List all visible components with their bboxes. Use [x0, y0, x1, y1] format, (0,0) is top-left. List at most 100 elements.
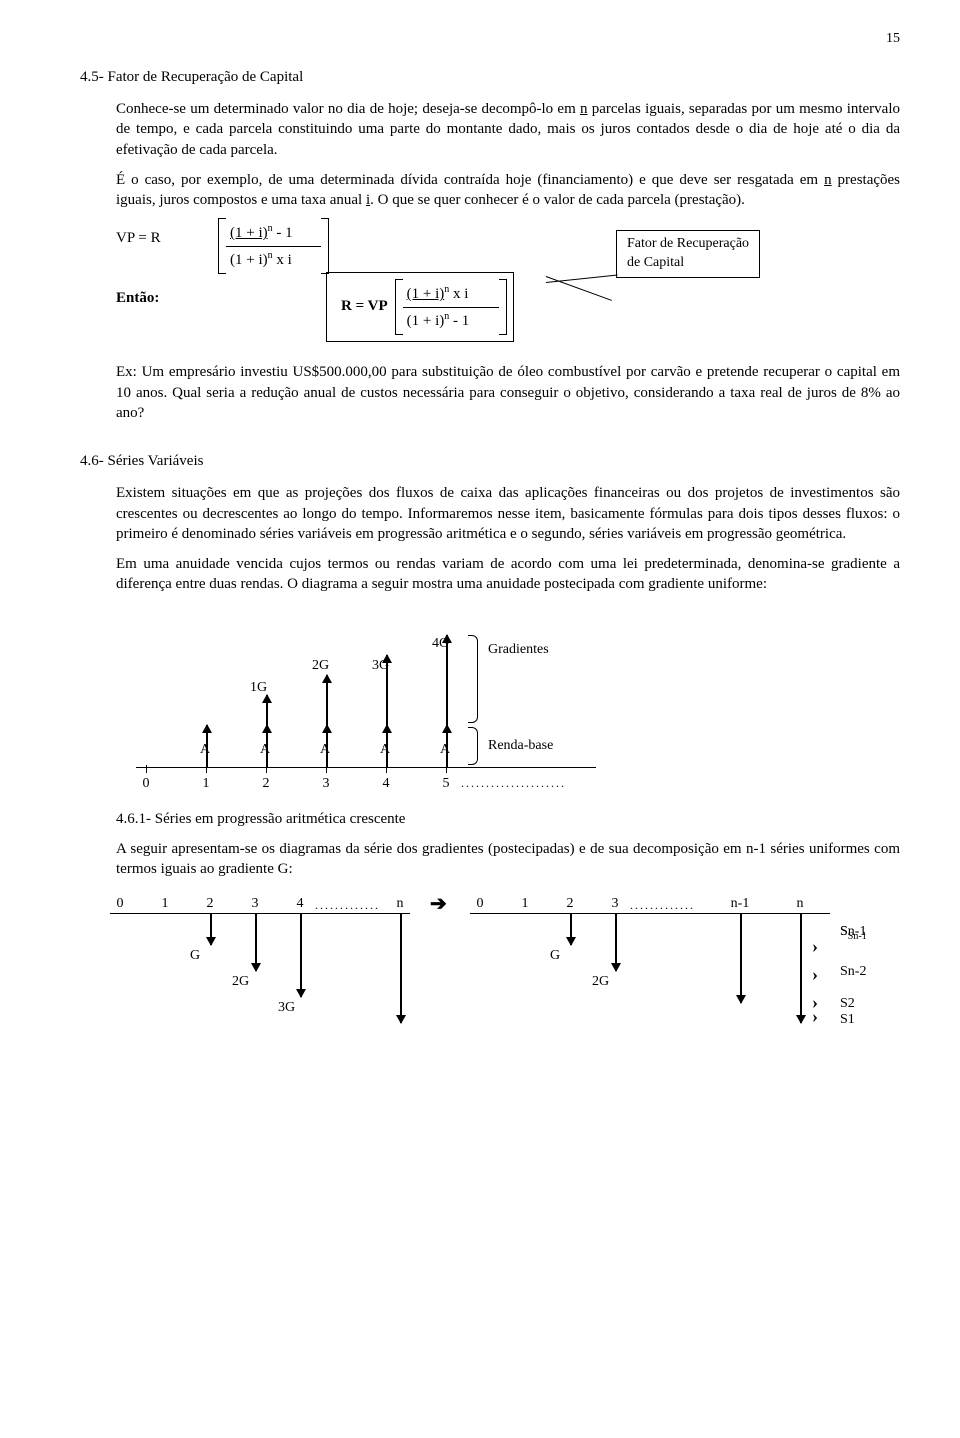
arrow-down-icon	[210, 913, 212, 945]
t: (1 + i)	[407, 313, 445, 329]
g-label: 2G	[312, 657, 329, 676]
sec46-para1: Existem situações em que as projeções do…	[116, 483, 900, 544]
g-label: G	[190, 947, 200, 966]
t: x i	[273, 252, 292, 268]
t: Então:	[116, 290, 159, 306]
arrow-down-icon	[570, 913, 572, 945]
a-label: A	[380, 741, 390, 760]
caption-box: Fator de Recuperação de Capital	[616, 230, 760, 278]
frac1-den: (1 + i)n x i	[226, 247, 321, 270]
tick-label: 2	[207, 895, 214, 914]
s-label: S1	[840, 1011, 855, 1030]
tick-label: 3	[323, 775, 330, 794]
gradientes-label: Gradientes	[488, 641, 549, 660]
sec46-para2: Em uma anuidade vencida cujos termos ou …	[116, 554, 900, 595]
t: (1 + i)	[407, 286, 445, 302]
tick-label: n	[397, 895, 404, 914]
timeline-axis	[136, 767, 596, 768]
arrow-down-icon	[300, 913, 302, 997]
formula-block: VP = R (1 + i)n - 1 (1 + i)n x i Então: …	[116, 224, 900, 344]
g-label: 1G	[250, 679, 267, 698]
t: - 1	[273, 225, 293, 241]
brace-icon	[468, 635, 478, 723]
chevron-icon: ›	[812, 941, 818, 951]
tick-label: n-1	[731, 895, 750, 914]
a-label: A	[440, 741, 450, 760]
t: Conhece-se um determinado valor no dia d…	[116, 101, 580, 117]
renda-base-label: Renda-base	[488, 737, 553, 756]
tick-label: 2	[263, 775, 270, 794]
section-46-heading: 4.6- Séries Variáveis	[80, 451, 900, 471]
tick-label: 1	[522, 895, 529, 914]
vp-eq-r: VP = R	[116, 228, 161, 248]
gradient-diagram: 0 1 2 3 4 5 ..................... A A A …	[116, 605, 596, 805]
bracket-right-icon	[321, 218, 329, 274]
tick-label: 4	[297, 895, 304, 914]
tick-label: 5	[443, 775, 450, 794]
arrow-down-icon	[615, 913, 617, 971]
a-label: A	[320, 741, 330, 760]
chevron-icon: ›	[812, 1011, 818, 1021]
a-label: A	[200, 741, 210, 760]
brace-icon	[468, 727, 478, 765]
arrow-down-icon	[400, 913, 402, 1023]
fraction-2: (1 + i)n x i (1 + i)n - 1	[403, 283, 499, 331]
bracket-left-icon	[218, 218, 226, 274]
t: (1 + i)	[230, 225, 268, 241]
arrow-up-icon	[326, 675, 328, 725]
g-label: 2G	[592, 973, 609, 992]
arrow-up-icon	[266, 695, 268, 725]
t: É o caso, por exemplo, de uma determinad…	[116, 172, 824, 188]
tick-label: 3	[612, 895, 619, 914]
s-label: Sn-2	[840, 963, 866, 982]
caption-l1: Fator de Recuperação	[627, 235, 749, 254]
sec461-para: A seguir apresentam-se os diagramas da s…	[116, 839, 900, 880]
chevron-icon: ›	[812, 969, 818, 979]
entao-label: Então:	[116, 288, 159, 308]
section-45-heading: 4.5- Fator de Recuperação de Capital	[80, 67, 900, 87]
g-label: 3G	[278, 999, 295, 1018]
section-461-heading: 4.6.1- Séries em progressão aritmética c…	[116, 809, 900, 829]
frac1-num: (1 + i)n - 1	[226, 222, 321, 246]
frac2-num: (1 + i)n x i	[403, 283, 499, 307]
t: - 1	[449, 313, 469, 329]
bracket-right-icon	[499, 279, 507, 335]
arrow-down-icon	[740, 913, 742, 1003]
tick	[146, 765, 147, 773]
arrow-down-icon	[800, 913, 802, 1023]
bracket-left-icon	[395, 279, 403, 335]
tick-label: 3	[252, 895, 259, 914]
tick-label: 0	[143, 775, 150, 794]
dots: .....................	[461, 775, 566, 791]
t: (1 + i)	[230, 252, 268, 268]
u-n: n	[824, 172, 832, 188]
tick-label: 0	[477, 895, 484, 914]
formula2-box: R = VP (1 + i)n x i (1 + i)n - 1	[326, 272, 514, 342]
sec45-para1: Conhece-se um determinado valor no dia d…	[116, 99, 900, 160]
tick-label: n	[797, 895, 804, 914]
decomposition-diagram: 0 1 2 3 4 ............. n G 2G 3G ➔ 0 1 …	[100, 889, 920, 1029]
g-label: 3G	[372, 657, 389, 676]
fraction-1: (1 + i)n - 1 (1 + i)n x i	[226, 222, 321, 270]
t: R = VP	[341, 299, 388, 315]
g-label: 2G	[232, 973, 249, 992]
sec45-example: Ex: Um empresário investiu US$500.000,00…	[116, 362, 900, 423]
frac2-den: (1 + i)n - 1	[403, 308, 499, 331]
r-eq-vp: R = VP	[341, 299, 388, 315]
tick-label: 1	[162, 895, 169, 914]
a-label: A	[260, 741, 270, 760]
page-number: 15	[80, 30, 900, 49]
t: . O que se quer conhecer é o valor de ca…	[370, 192, 745, 208]
dots: .............	[315, 897, 380, 913]
right-arrow-icon: ➔	[430, 891, 447, 918]
s-label: Sn-1	[840, 923, 866, 942]
tick-label: 4	[383, 775, 390, 794]
tick-label: 2	[567, 895, 574, 914]
tick-label: 1	[203, 775, 210, 794]
sec45-para2: É o caso, por exemplo, de uma determinad…	[116, 170, 900, 211]
g-label: 4G	[432, 635, 449, 654]
dots: .............	[630, 897, 695, 913]
g-label: G	[550, 947, 560, 966]
u-n: n	[580, 101, 588, 117]
arrow-down-icon	[255, 913, 257, 971]
